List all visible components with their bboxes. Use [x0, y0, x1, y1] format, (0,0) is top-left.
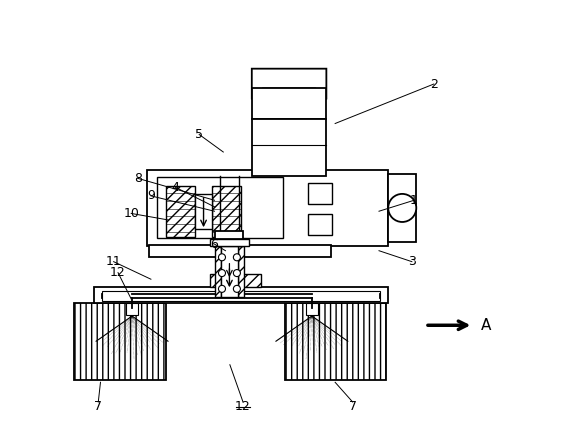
Bar: [252, 119, 327, 176]
Bar: [212, 186, 241, 237]
Circle shape: [388, 194, 416, 222]
Circle shape: [219, 286, 225, 292]
Text: A: A: [481, 318, 492, 333]
Text: 7: 7: [349, 400, 357, 413]
Bar: [221, 246, 238, 297]
Text: 4: 4: [171, 180, 179, 194]
Bar: [74, 303, 166, 380]
Bar: [285, 303, 385, 380]
Bar: [308, 183, 332, 204]
Bar: [388, 174, 416, 242]
Text: 12: 12: [110, 266, 126, 279]
Bar: [158, 177, 283, 238]
Bar: [215, 246, 221, 297]
Text: 2: 2: [430, 77, 438, 91]
Text: 7: 7: [94, 400, 102, 413]
Bar: [306, 303, 318, 315]
Circle shape: [219, 254, 225, 261]
Text: 1: 1: [410, 194, 418, 207]
Text: 5: 5: [195, 128, 203, 141]
Bar: [252, 88, 327, 119]
Bar: [102, 291, 380, 301]
Circle shape: [233, 270, 240, 277]
Text: 12: 12: [235, 400, 251, 413]
Bar: [238, 246, 244, 297]
Circle shape: [219, 270, 225, 277]
Bar: [215, 231, 244, 239]
Bar: [146, 169, 388, 246]
Text: 9: 9: [147, 189, 155, 202]
Bar: [210, 239, 249, 246]
Bar: [166, 186, 195, 237]
Bar: [94, 287, 388, 303]
Bar: [149, 245, 331, 257]
Bar: [210, 274, 260, 287]
Polygon shape: [252, 69, 327, 99]
Text: 10: 10: [123, 207, 139, 220]
Text: 6: 6: [211, 238, 219, 251]
Text: 11: 11: [106, 255, 121, 268]
Circle shape: [233, 254, 240, 261]
Circle shape: [233, 286, 240, 292]
Bar: [224, 257, 234, 283]
Text: 3: 3: [408, 255, 416, 268]
Bar: [126, 303, 138, 315]
Bar: [308, 214, 332, 235]
Text: 8: 8: [134, 172, 142, 185]
Bar: [195, 194, 212, 229]
